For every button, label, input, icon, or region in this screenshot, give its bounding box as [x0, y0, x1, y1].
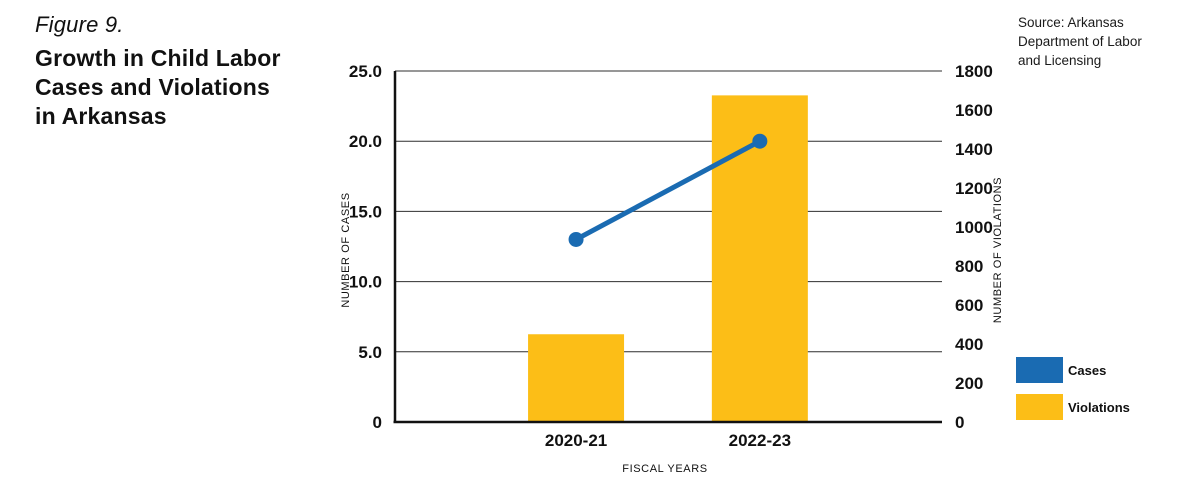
right-axis-tick-label: 1000 — [955, 218, 993, 237]
chart-canvas: 25.0 20.0 15.0 10.0 5.0 0 1800 1600 1400 1200 1000… — [349, 62, 993, 450]
legend-label-violations: Violations — [1068, 400, 1130, 415]
right-axis-tick-label: 1200 — [955, 179, 993, 198]
x-axis-title: FISCAL YEARS — [622, 463, 708, 475]
right-axis-tick-label: 1400 — [955, 140, 993, 159]
left-axis-tick-label: 25.0 — [349, 62, 382, 81]
left-axis-tick-label: 10.0 — [349, 273, 382, 292]
x-axis-tick-label: 2022-23 — [729, 431, 791, 450]
cases-data-point-2022-23 — [752, 133, 768, 149]
left-axis-tick-label: 5.0 — [358, 343, 382, 362]
source-attribution-line-1: Source: Arkansas — [1018, 15, 1124, 30]
legend-label-cases: Cases — [1068, 363, 1107, 378]
right-axis-tick-label: 0 — [955, 413, 964, 432]
right-axis-tick-label: 200 — [955, 374, 983, 393]
cases-line — [574, 138, 762, 242]
cases-data-point-2020-21 — [568, 231, 584, 247]
right-axis-tick-label: 800 — [955, 257, 983, 276]
legend-swatch-violations — [1016, 394, 1063, 420]
left-axis-tick-label: 0 — [373, 413, 382, 432]
figure-title-line-3: in Arkansas — [35, 103, 167, 129]
right-axis-tick-label: 400 — [955, 335, 983, 354]
right-axis-tick-label: 1800 — [955, 62, 993, 81]
right-axis-tick-label: 600 — [955, 296, 983, 315]
bar-violations-2020-21 — [528, 334, 625, 422]
figure-title-line-1: Growth in Child Labor — [35, 45, 281, 71]
bar-violations-2022-23 — [711, 95, 808, 422]
legend-swatch-cases — [1016, 357, 1063, 383]
source-attribution-line-2: Department of Labor — [1018, 34, 1142, 49]
left-axis-tick-label: 20.0 — [349, 132, 382, 151]
x-axis-tick-label: 2020-21 — [545, 431, 607, 450]
figure-number-label: Figure 9. — [35, 12, 124, 37]
figure-title-line-2: Cases and Violations — [35, 74, 270, 100]
source-attribution-line-3: and Licensing — [1018, 53, 1102, 68]
right-axis-tick-label: 1600 — [955, 101, 993, 120]
left-axis-tick-label: 15.0 — [349, 202, 382, 221]
